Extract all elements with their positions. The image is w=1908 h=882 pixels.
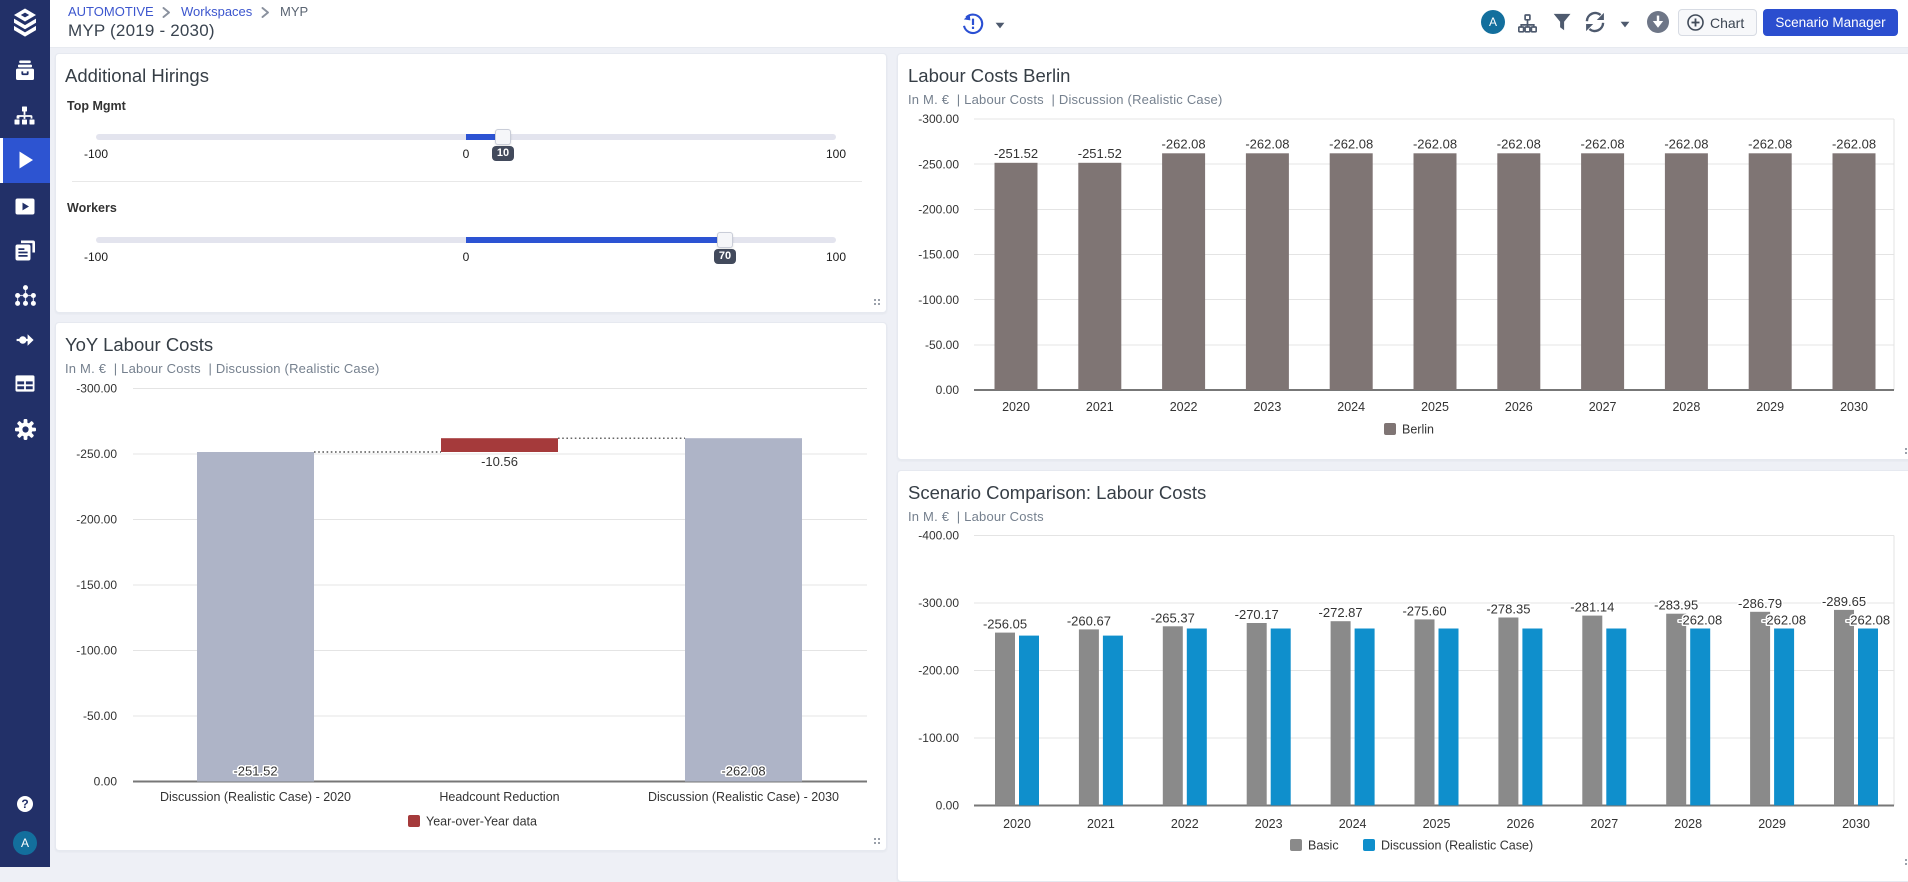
svg-text:-10.56: -10.56 — [481, 454, 518, 469]
svg-text:-100.00: -100.00 — [918, 731, 959, 745]
svg-text:Basic: Basic — [1308, 839, 1339, 853]
svg-text:-200.00: -200.00 — [918, 664, 959, 678]
svg-text:2023: 2023 — [1255, 817, 1283, 831]
svg-text:-150.00: -150.00 — [918, 248, 959, 262]
svg-text:Year-over-Year data: Year-over-Year data — [426, 815, 537, 829]
svg-text:2028: 2028 — [1674, 817, 1702, 831]
svg-text:-400.00: -400.00 — [918, 529, 959, 543]
svg-text:-251.52: -251.52 — [994, 146, 1038, 161]
svg-text:2029: 2029 — [1756, 400, 1784, 414]
svg-text:-262.08: -262.08 — [1762, 612, 1806, 627]
svg-text:0.00: 0.00 — [936, 383, 960, 397]
svg-text:-262.08: -262.08 — [1162, 136, 1206, 151]
svg-text:-281.14: -281.14 — [1570, 600, 1614, 615]
svg-text:-289.65: -289.65 — [1822, 594, 1866, 609]
svg-text:0.00: 0.00 — [94, 775, 118, 789]
svg-text:-262.08: -262.08 — [1832, 136, 1876, 151]
svg-text:-100.00: -100.00 — [918, 293, 959, 307]
svg-text:-300.00: -300.00 — [918, 112, 959, 126]
svg-text:-262.08: -262.08 — [1413, 136, 1457, 151]
svg-text:2025: 2025 — [1421, 400, 1449, 414]
svg-text:-275.60: -275.60 — [1402, 603, 1446, 618]
svg-text:2023: 2023 — [1253, 400, 1281, 414]
svg-text:2024: 2024 — [1337, 400, 1365, 414]
svg-text:-283.95: -283.95 — [1654, 598, 1698, 613]
svg-text:2026: 2026 — [1505, 400, 1533, 414]
svg-text:-150.00: -150.00 — [76, 578, 117, 592]
svg-text:-50.00: -50.00 — [925, 338, 959, 352]
svg-text:-262.08: -262.08 — [1846, 612, 1890, 627]
svg-text:-262.08: -262.08 — [1664, 136, 1708, 151]
svg-text:-278.35: -278.35 — [1486, 602, 1530, 617]
svg-text:2022: 2022 — [1171, 817, 1199, 831]
svg-text:-200.00: -200.00 — [918, 203, 959, 217]
svg-text:-272.87: -272.87 — [1319, 605, 1363, 620]
svg-text:-262.08: -262.08 — [721, 764, 765, 779]
svg-text:2027: 2027 — [1590, 817, 1618, 831]
svg-text:-100.00: -100.00 — [76, 644, 117, 658]
svg-text:-262.08: -262.08 — [1329, 136, 1373, 151]
svg-text:2020: 2020 — [1003, 817, 1031, 831]
svg-text:-286.79: -286.79 — [1738, 596, 1782, 611]
svg-text:2025: 2025 — [1423, 817, 1451, 831]
svg-text:-262.08: -262.08 — [1497, 136, 1541, 151]
svg-text:Berlin: Berlin — [1402, 423, 1434, 437]
svg-text:2030: 2030 — [1842, 817, 1870, 831]
svg-text:2028: 2028 — [1672, 400, 1700, 414]
svg-text:-262.08: -262.08 — [1245, 136, 1289, 151]
svg-text:-200.00: -200.00 — [76, 513, 117, 527]
svg-text:2027: 2027 — [1589, 400, 1617, 414]
svg-text:2029: 2029 — [1758, 817, 1786, 831]
svg-text:-300.00: -300.00 — [918, 596, 959, 610]
svg-text:Discussion (Realistic Case): Discussion (Realistic Case) — [1381, 839, 1533, 853]
svg-text:-251.52: -251.52 — [233, 764, 277, 779]
svg-text:Discussion (Realistic Case) -: Discussion (Realistic Case) - 2020 — [160, 790, 351, 804]
svg-text:2022: 2022 — [1170, 400, 1198, 414]
svg-text:0.00: 0.00 — [936, 799, 960, 813]
svg-text:2020: 2020 — [1002, 400, 1030, 414]
svg-text:-250.00: -250.00 — [918, 157, 959, 171]
svg-text:2021: 2021 — [1086, 400, 1114, 414]
svg-text:2030: 2030 — [1840, 400, 1868, 414]
svg-text:-270.17: -270.17 — [1235, 607, 1279, 622]
svg-text:-262.08: -262.08 — [1748, 136, 1792, 151]
svg-text:-262.08: -262.08 — [1581, 136, 1625, 151]
svg-text:2021: 2021 — [1087, 817, 1115, 831]
svg-text:-265.37: -265.37 — [1151, 610, 1195, 625]
svg-text:2024: 2024 — [1339, 817, 1367, 831]
svg-text:-300.00: -300.00 — [76, 382, 117, 396]
svg-text:-262.08: -262.08 — [1678, 612, 1722, 627]
svg-text:2026: 2026 — [1506, 817, 1534, 831]
svg-text:-50.00: -50.00 — [83, 709, 117, 723]
svg-text:-251.52: -251.52 — [1078, 146, 1122, 161]
svg-text:-260.67: -260.67 — [1067, 613, 1111, 628]
svg-text:-250.00: -250.00 — [76, 447, 117, 461]
svg-text:Discussion (Realistic Case) -: Discussion (Realistic Case) - 2030 — [648, 790, 839, 804]
svg-text:-256.05: -256.05 — [983, 617, 1027, 632]
svg-text:Headcount Reduction: Headcount Reduction — [439, 790, 559, 804]
